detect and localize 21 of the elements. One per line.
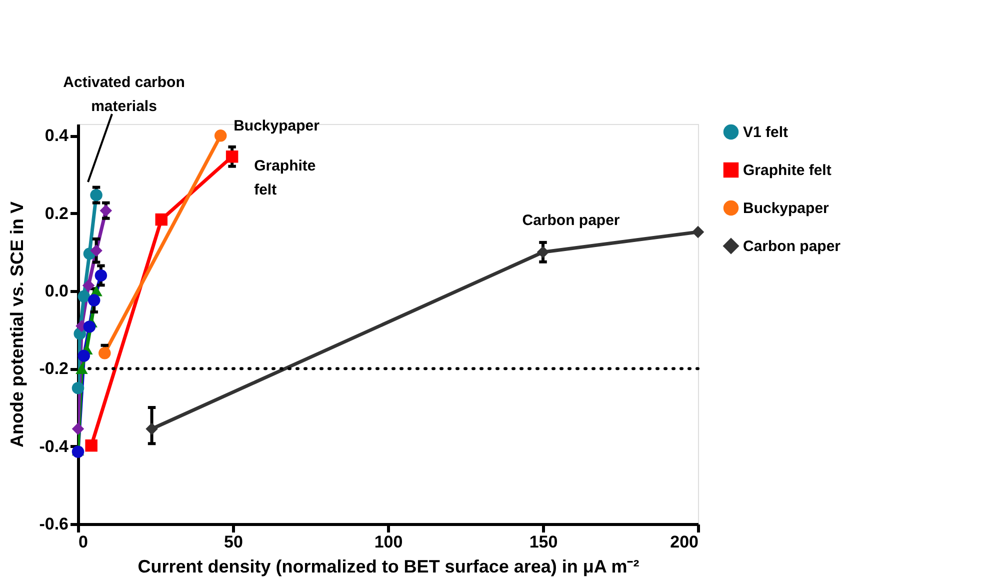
y-tick-label: -0.2: [39, 359, 68, 378]
y-axis-title: Anode potential vs. SCE in V: [7, 201, 28, 448]
legend-label: V1 felt: [743, 124, 788, 141]
x-tick-label: 200: [670, 532, 698, 552]
y-tick-label: -0.6: [39, 514, 68, 534]
text: Activated carbon materials: [63, 74, 185, 115]
y-tick-label: 0.2: [44, 204, 68, 223]
x-tick-label: 100: [374, 532, 403, 552]
legend-label: Carbon paper: [743, 238, 841, 255]
x-tick-label: 150: [529, 532, 558, 552]
x-tick-label: 50: [224, 532, 243, 552]
x-axis-title: Current density (normalized to BET surface area) in μA m⁻²: [138, 556, 640, 576]
annotation: Carbon paper: [522, 212, 620, 230]
legend-label: Graphite felt: [743, 162, 832, 179]
annotation: Graphite felt: [254, 158, 316, 199]
x-tick-label: 0: [78, 532, 88, 552]
y-tick-label: 0.0: [44, 281, 68, 300]
annotation: Buckypaper: [234, 118, 320, 135]
y-tick-label: 0.4: [44, 126, 70, 146]
y-tick-label: -0.4: [39, 436, 70, 456]
legend-label: Buckypaper: [743, 200, 830, 217]
